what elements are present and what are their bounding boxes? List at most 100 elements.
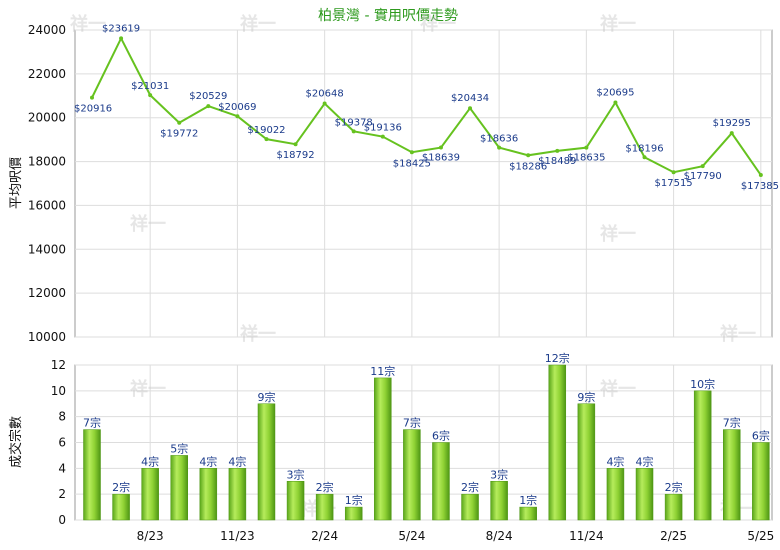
transaction-bar xyxy=(170,455,188,521)
price-point xyxy=(555,148,560,153)
watermark: 祥一 xyxy=(600,378,636,400)
price-data-label: $19022 xyxy=(247,125,285,136)
price-data-label: $19295 xyxy=(713,118,751,129)
transaction-count-label: 6宗 xyxy=(432,429,450,443)
price-data-label: $19378 xyxy=(335,117,373,128)
price-data-label: $20695 xyxy=(596,87,634,98)
top-y-tick-label: 24000 xyxy=(28,23,66,37)
price-data-label: $17790 xyxy=(684,171,722,182)
watermark: 祥一 xyxy=(70,13,106,35)
transaction-bar xyxy=(344,506,363,521)
price-point xyxy=(729,131,734,136)
transaction-count-label: 4宗 xyxy=(636,454,654,468)
bottom-y-tick-label: 8 xyxy=(58,410,66,424)
transaction-bar xyxy=(286,481,305,521)
transaction-count-label: 4宗 xyxy=(141,454,159,468)
watermark: 祥一 xyxy=(600,13,636,35)
transaction-bar xyxy=(723,429,741,521)
transaction-count-label: 3宗 xyxy=(287,467,305,481)
chart-title: 柏景灣 - 實用呎價走勢 xyxy=(318,7,458,24)
transaction-count-label: 7宗 xyxy=(83,416,101,430)
transaction-count-label: 9宗 xyxy=(577,390,595,404)
price-point xyxy=(351,129,356,134)
price-point xyxy=(148,93,153,98)
price-point xyxy=(119,36,124,41)
bottom-y-tick-label: 10 xyxy=(51,384,66,398)
transaction-count-label: 2宗 xyxy=(461,480,479,494)
price-point xyxy=(526,153,531,158)
price-point xyxy=(438,145,443,150)
x-tick-label: 2/24 xyxy=(311,529,338,543)
transaction-bar xyxy=(432,442,450,521)
price-data-label: $20529 xyxy=(189,91,227,102)
price-point xyxy=(613,100,618,105)
transaction-count-label: 2宗 xyxy=(112,480,130,494)
top-y-tick-label: 22000 xyxy=(28,67,66,81)
x-tick-label: 11/24 xyxy=(569,529,604,543)
transaction-bar xyxy=(461,493,479,521)
price-data-label: $20069 xyxy=(218,102,256,113)
x-tick-label: 8/24 xyxy=(486,529,513,543)
watermark: 祥一 xyxy=(240,323,276,345)
top-y-tick-label: 12000 xyxy=(28,286,66,300)
transaction-bar xyxy=(490,481,508,521)
bottom-y-tick-label: 0 xyxy=(58,513,66,527)
x-tick-label: 5/25 xyxy=(747,529,774,543)
price-point xyxy=(264,137,269,142)
transaction-bar xyxy=(374,377,392,521)
watermark: 祥一 xyxy=(720,323,756,345)
transaction-bar xyxy=(83,429,101,521)
price-data-label: $18639 xyxy=(422,153,460,164)
transaction-count-label: 2宗 xyxy=(665,480,683,494)
transaction-count-label: 7宗 xyxy=(403,416,421,430)
bottom-y-tick-label: 12 xyxy=(51,358,66,372)
transaction-bar xyxy=(141,468,159,521)
price-point xyxy=(235,114,240,119)
watermark: 祥一 xyxy=(240,13,276,35)
price-data-label: $18286 xyxy=(509,161,547,172)
price-point xyxy=(90,95,94,100)
price-point xyxy=(177,120,182,125)
price-point xyxy=(206,104,211,109)
top-y-tick-label: 18000 xyxy=(28,155,66,169)
price-data-label: $21031 xyxy=(131,81,169,92)
transaction-bar xyxy=(228,468,247,521)
price-point xyxy=(468,106,473,111)
transaction-count-label: 1宗 xyxy=(519,493,537,507)
price-data-label: $20648 xyxy=(306,89,344,100)
transaction-bar xyxy=(257,403,276,521)
price-data-label: $17385 xyxy=(741,181,779,192)
bottom-y-tick-label: 4 xyxy=(58,461,66,475)
x-tick-label: 8/23 xyxy=(137,529,164,543)
transaction-count-label: 10宗 xyxy=(690,377,715,391)
price-point xyxy=(497,145,502,150)
transaction-bar xyxy=(112,493,130,521)
price-line xyxy=(91,36,762,176)
transaction-count-label: 9宗 xyxy=(257,390,275,404)
price-data-label: $19772 xyxy=(160,129,198,140)
price-point xyxy=(758,173,763,178)
price-data-label: $19136 xyxy=(364,123,402,134)
watermark: 祥一 xyxy=(130,378,166,400)
bottom-y-tick-label: 6 xyxy=(58,436,66,450)
transaction-count-label: 4宗 xyxy=(228,454,246,468)
transaction-bar xyxy=(693,390,712,521)
top-y-axis-label: 平均呎價 xyxy=(9,157,24,209)
transaction-bar xyxy=(548,364,567,521)
price-data-label: $20916 xyxy=(74,104,112,115)
price-data-label: $18636 xyxy=(480,134,518,145)
transaction-count-label: 6宗 xyxy=(752,429,770,443)
price-point xyxy=(293,142,298,147)
price-point xyxy=(700,164,705,169)
price-point xyxy=(409,150,414,155)
transaction-count-label: 5宗 xyxy=(170,441,188,455)
price-point xyxy=(584,145,589,150)
transaction-count-label: 4宗 xyxy=(606,454,624,468)
price-data-label: $18425 xyxy=(393,158,431,169)
price-data-label: $23619 xyxy=(102,23,140,34)
transaction-count-label: 12宗 xyxy=(545,351,570,365)
price-data-label: $20434 xyxy=(451,93,489,104)
bottom-y-axis-label: 成交宗數 xyxy=(8,416,24,468)
x-tick-label: 2/25 xyxy=(660,529,687,543)
